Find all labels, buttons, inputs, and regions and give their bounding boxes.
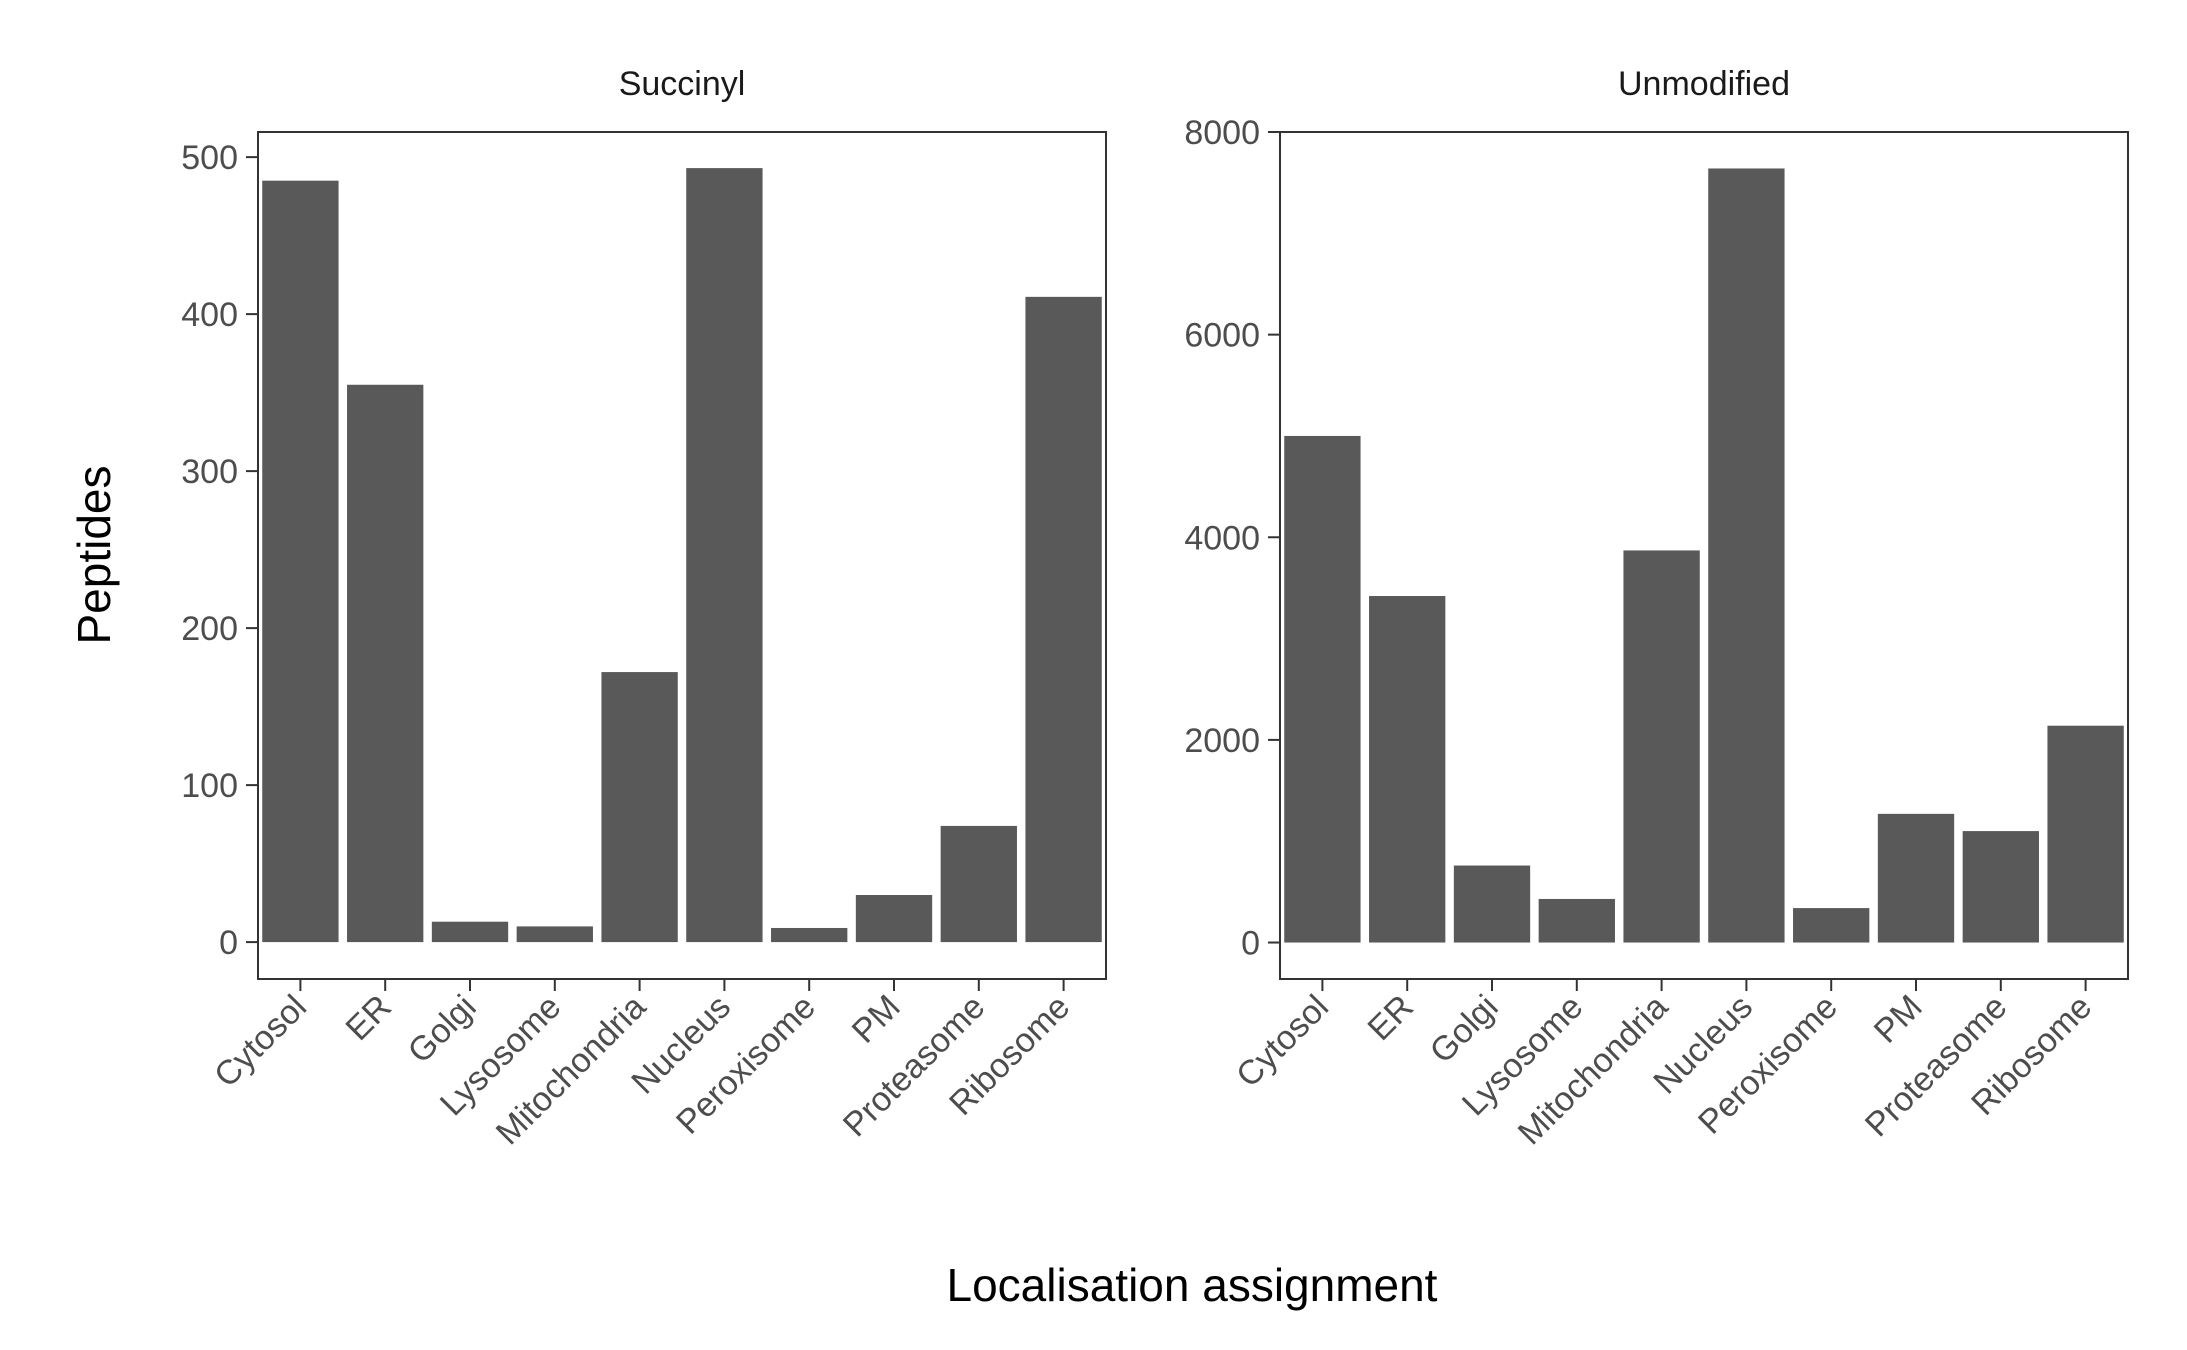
x-tick-label: ER	[1361, 988, 1421, 1048]
bar-er	[1369, 596, 1446, 943]
panel-title-succinyl: Succinyl	[619, 65, 746, 103]
y-tick-label: 8000	[1184, 114, 1260, 152]
bar-mitochondria	[1623, 550, 1700, 943]
x-tick-label: PM	[845, 988, 908, 1051]
bar-lysosome	[1538, 898, 1615, 943]
bar-cytosol	[262, 180, 339, 943]
y-tick-label: 100	[181, 767, 238, 805]
bar-cytosol	[1284, 435, 1361, 943]
bar-golgi	[1453, 865, 1531, 943]
y-tick-label: 6000	[1184, 317, 1260, 355]
y-tick-label: 0	[219, 924, 238, 962]
y-axis-succinyl: 0 100 200 300 400 500	[181, 139, 258, 962]
y-tick-label: 300	[181, 453, 238, 491]
y-axis-title: Peptides	[68, 465, 120, 644]
bars-unmodified	[1284, 168, 2124, 943]
bar-peroxisome	[771, 927, 848, 943]
bar-nucleus	[1708, 168, 1785, 943]
y-tick-label: 400	[181, 296, 238, 334]
x-axis-title: Localisation assignment	[947, 1259, 1438, 1311]
bar-proteasome	[940, 825, 1017, 943]
bar-proteasome	[1962, 831, 2039, 943]
panel-border	[257, 131, 1107, 980]
y-tick-label: 0	[1241, 925, 1260, 963]
bar-pm	[1877, 813, 1955, 943]
x-axis-succinyl: Cytosol ER GolgiLysosomeMitochondriaNucleu…	[207, 979, 1077, 1152]
x-tick-label: Cytosol	[207, 988, 314, 1095]
bar-er	[347, 384, 424, 943]
bar-lysosome	[516, 926, 593, 943]
panel-border	[1279, 131, 2129, 980]
y-tick-label: 4000	[1184, 519, 1260, 557]
x-axis-unmodified: Cytosol ER GolgiLysosomeMitochondriaNucleu…	[1229, 979, 2099, 1152]
y-tick-label: 200	[181, 610, 238, 648]
bar-nucleus	[686, 168, 763, 943]
bar-golgi	[431, 921, 509, 943]
y-axis-unmodified: 0 2000 4000 6000 8000	[1184, 114, 1280, 963]
bars-succinyl	[262, 168, 1102, 943]
bar-peroxisome	[1793, 908, 1870, 943]
panel-title-unmodified: Unmodified	[1618, 65, 1790, 103]
bar-ribosome	[2047, 725, 2124, 943]
bar-pm	[855, 895, 933, 943]
bar-mitochondria	[601, 672, 678, 943]
x-tick-label: PM	[1867, 988, 1930, 1051]
x-tick-label: Cytosol	[1229, 988, 1336, 1095]
y-tick-label: 500	[181, 139, 238, 177]
x-tick-label: ER	[339, 988, 399, 1048]
y-tick-label: 2000	[1184, 722, 1260, 760]
bar-ribosome	[1025, 296, 1102, 943]
